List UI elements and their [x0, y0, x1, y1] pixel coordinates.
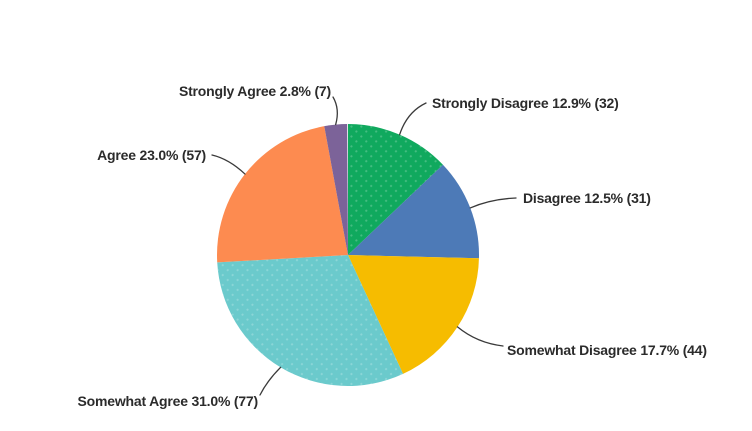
leader-line-disagree [469, 197, 517, 209]
pie-label-somewhat-disagree: Somewhat Disagree 17.7% (44) [507, 342, 707, 358]
leader-line-somewhat-disagree [456, 326, 504, 347]
pie-slice-disagree[interactable] [348, 164, 480, 259]
pie-label-strongly-disagree: Strongly Disagree 12.9% (32) [432, 95, 619, 111]
pie-slice-agree[interactable] [217, 126, 348, 263]
leader-line-strongly-agree [332, 96, 338, 126]
pie-label-disagree: Disagree 12.5% (31) [523, 190, 651, 206]
pie-slice-texture-strongly-disagree [348, 124, 443, 255]
pie-label-agree: Agree 23.0% (57) [97, 147, 206, 163]
pie-label-strongly-agree: Strongly Agree 2.8% (7) [178, 83, 331, 99]
leader-line-strongly-disagree [399, 102, 427, 136]
pie-label-somewhat-agree: Somewhat Agree 31.0% (77) [77, 393, 259, 409]
leader-line-agree [211, 154, 246, 175]
pie-slice-texture-somewhat-agree [217, 255, 404, 386]
leader-line-somewhat-agree [259, 366, 282, 396]
pie-slice-somewhat-disagree[interactable] [348, 255, 479, 374]
pie-slice-strongly-agree[interactable] [324, 124, 348, 255]
